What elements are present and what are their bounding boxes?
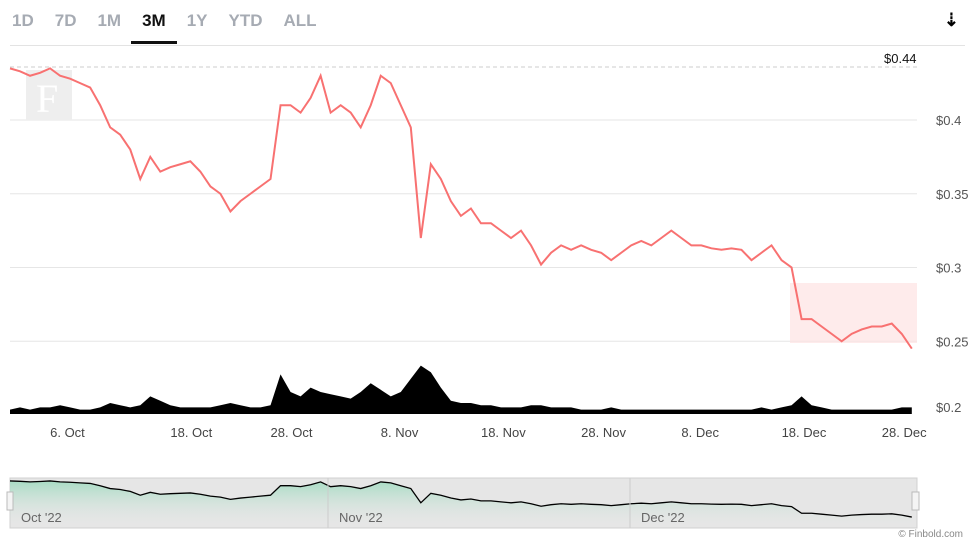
divider: [10, 45, 965, 46]
navigator-label: Nov '22: [339, 510, 383, 525]
finbold-logo-letter: F: [36, 76, 58, 121]
download-arrow-icon[interactable]: ⇣: [943, 10, 959, 30]
navigator-label: Oct '22: [21, 510, 62, 525]
navigator-line: [9, 480, 912, 518]
range-tabs: 1D 7D 1M 3M 1Y YTD ALL: [12, 9, 338, 44]
y-tick-label: $0.2: [936, 400, 961, 415]
x-tick-label: 8. Nov: [381, 425, 419, 440]
tab-3m[interactable]: 3M: [131, 9, 177, 44]
y-tick-label: $0.3: [936, 261, 961, 276]
max-label: $0.44: [884, 51, 917, 66]
x-tick-label: 8. Dec: [681, 425, 719, 440]
price-line: [9, 67, 913, 350]
x-tick-label: 18. Dec: [782, 425, 827, 440]
x-tick-label: 28. Dec: [882, 425, 927, 440]
finbold-logo: [26, 70, 72, 120]
tab-1y[interactable]: 1Y: [186, 11, 208, 30]
navigator-fill: [10, 480, 912, 528]
navigator-label: Dec '22: [641, 510, 685, 525]
tab-1m[interactable]: 1M: [97, 11, 122, 30]
volume-area: [10, 365, 912, 414]
y-tick-label: $0.35: [936, 187, 969, 202]
x-tick-label: 6. Oct: [50, 425, 85, 440]
tab-ytd[interactable]: YTD: [228, 11, 263, 30]
tab-1d[interactable]: 1D: [12, 11, 34, 30]
tab-7d[interactable]: 7D: [54, 11, 77, 30]
x-tick-label: 28. Oct: [271, 425, 313, 440]
y-tick-label: $0.4: [936, 113, 961, 128]
y-tick-label: $0.25: [936, 334, 969, 349]
credit: © Finbold.com: [898, 529, 963, 540]
navigator-handle-left[interactable]: [6, 491, 14, 511]
x-tick-label: 18. Oct: [170, 425, 212, 440]
x-tick-label: 28. Nov: [581, 425, 626, 440]
x-tick-label: 18. Nov: [481, 425, 526, 440]
tab-all[interactable]: ALL: [283, 11, 317, 30]
navigator-handle-right[interactable]: [911, 491, 920, 511]
